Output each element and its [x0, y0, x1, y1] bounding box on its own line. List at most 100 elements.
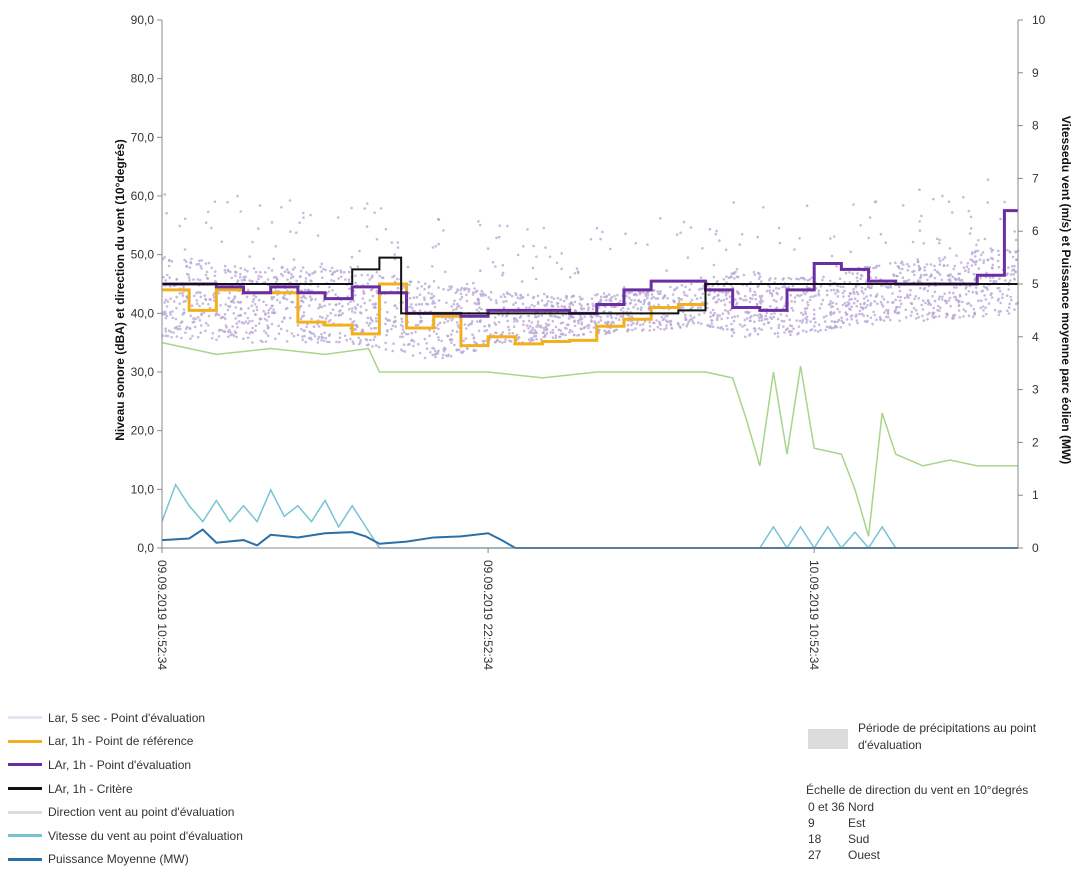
scatter-point [690, 282, 693, 286]
scatter-point [245, 331, 248, 334]
scatter-point [1006, 309, 1009, 313]
scatter-point [444, 317, 448, 321]
scatter-point [559, 335, 562, 339]
scatter-point [632, 321, 635, 325]
scatter-point [1015, 258, 1019, 262]
scatter-point [217, 329, 221, 332]
chart: 0,010,020,030,040,050,060,070,080,090,00… [113, 13, 1073, 670]
scatter-point [849, 250, 852, 254]
scatter-point [736, 314, 740, 318]
scatter-point [527, 314, 530, 318]
scatter-point [989, 279, 992, 283]
scatter-point [386, 319, 390, 322]
scatter-point [852, 203, 855, 206]
scatter-point [959, 261, 963, 264]
scatter-point [229, 331, 232, 334]
scatter-point [431, 353, 435, 357]
scatter-point [652, 328, 656, 332]
scatter-point [582, 307, 586, 310]
scatter-point [656, 325, 660, 329]
scatter-point [835, 265, 838, 268]
scatter-point [321, 316, 324, 319]
scatter-point [480, 294, 483, 297]
scatter-point [822, 275, 825, 279]
scatter-point [459, 298, 462, 301]
scatter-point [166, 273, 169, 277]
scatter-point [897, 311, 901, 315]
scatter-point [302, 211, 305, 215]
scatter-point [991, 266, 994, 270]
scatter-point [338, 302, 341, 305]
scatter-point [903, 296, 907, 300]
scatter-point [494, 265, 497, 268]
scatter-point [399, 335, 402, 339]
scatter-point [975, 290, 978, 294]
scatter-point [884, 241, 888, 244]
scatter-point [621, 314, 625, 318]
scatter-point [196, 316, 200, 319]
scatter-point [599, 237, 602, 241]
scatter-point [320, 333, 323, 336]
scatter-point [234, 306, 238, 309]
scatter-point [456, 302, 459, 306]
y-tick-label-right: 7 [1032, 171, 1039, 185]
scatter-point [962, 196, 965, 199]
scatter-point [614, 305, 617, 309]
scatter-point [825, 314, 828, 318]
scatter-point [563, 306, 566, 309]
scatter-point [212, 295, 216, 299]
scatter-point [949, 279, 952, 283]
scatter-point [660, 315, 663, 319]
scatter-point [599, 295, 603, 299]
scatter-point [450, 338, 454, 342]
scatter-point [540, 314, 544, 317]
scatter-point [748, 316, 752, 319]
scatter-point [918, 276, 922, 280]
scatter-point [162, 313, 166, 316]
scatter-point [732, 271, 735, 275]
scatter-point [304, 280, 308, 284]
scatter-point [471, 333, 474, 337]
scatter-point [573, 272, 577, 275]
scatter-point [534, 277, 538, 281]
scatter-point [975, 243, 978, 247]
scatter-point [341, 304, 344, 308]
scatter-point [984, 306, 987, 310]
scatter-point [980, 290, 983, 293]
scatter-point [321, 336, 325, 340]
scatter-point [309, 279, 312, 282]
scatter-point [760, 280, 763, 283]
scatter-point [886, 286, 890, 290]
scatter-point [982, 285, 986, 288]
scatter-point [717, 298, 720, 301]
scatter-point [730, 334, 734, 338]
scatter-point [483, 339, 487, 343]
scatter-point [167, 264, 171, 268]
scatter-point [418, 309, 422, 312]
scatter-point [706, 324, 709, 327]
scatter-point [348, 270, 351, 274]
scatter-point [414, 323, 418, 327]
scatter-point [289, 276, 293, 280]
scatter-point [699, 276, 703, 280]
scatter-point [499, 295, 503, 299]
scatter-point [184, 260, 188, 264]
scatter-point [457, 304, 461, 308]
scatter-point [626, 323, 630, 327]
scatter-point [437, 327, 440, 331]
scatter-point [1014, 270, 1017, 273]
scatter-point [544, 246, 547, 249]
scatter-point [646, 291, 650, 295]
scatter-point [487, 296, 491, 299]
scatter-point [190, 257, 193, 261]
scatter-point [350, 255, 354, 259]
scatter-point [777, 323, 781, 327]
scatter-point [790, 306, 794, 310]
scatter-point [347, 281, 351, 284]
scatter-point [830, 254, 834, 258]
scatter-point [219, 304, 222, 307]
scatter-point [887, 315, 890, 319]
scatter-point [198, 278, 202, 282]
scatter-point [289, 230, 292, 233]
wind-scale-code: 0 et 36 [808, 800, 845, 814]
